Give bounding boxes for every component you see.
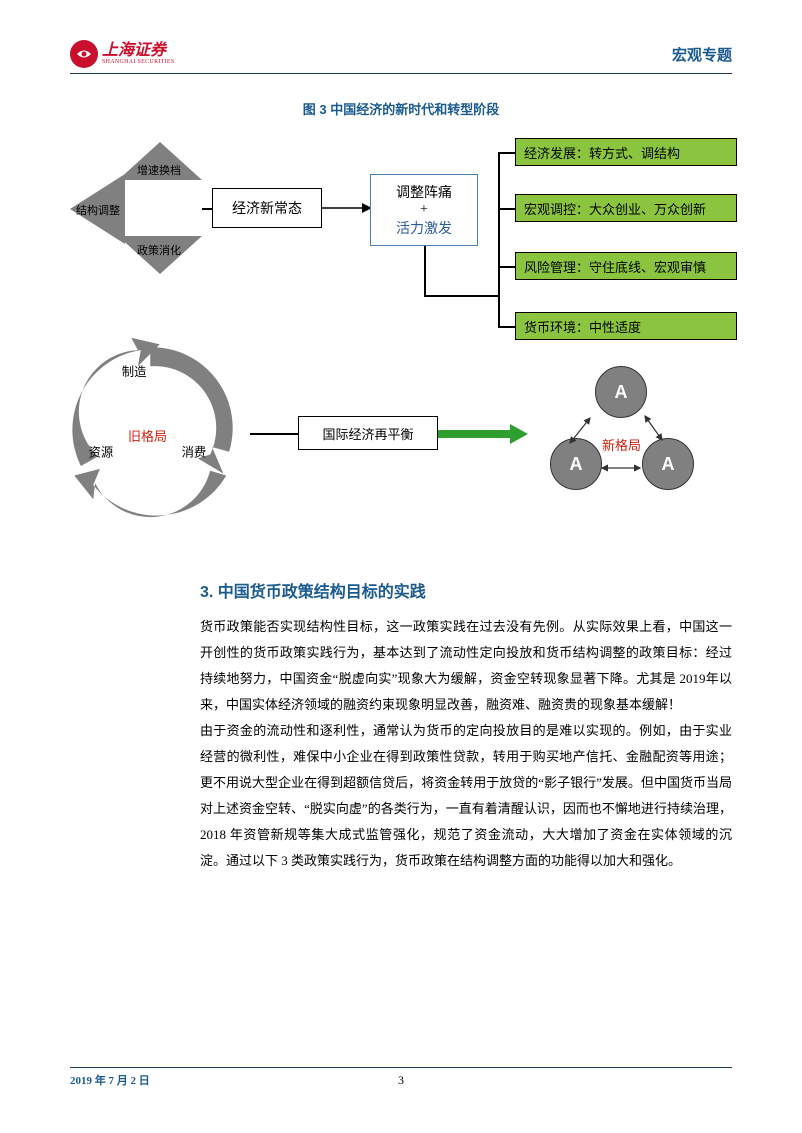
paragraph-2: 由于资金的流动性和逐利性，通常认为货币的定向投放目的是难以实现的。例如，由于实业… bbox=[200, 718, 732, 874]
connector-v bbox=[424, 246, 426, 296]
paragraph-1: 货币政策能否实现结构性目标，这一政策实践在过去没有先例。从实际效果上看，中国这一… bbox=[200, 614, 732, 718]
box-adjust-l2: 活力激发 bbox=[396, 218, 452, 238]
box-adjust-l1: 调整阵痛 bbox=[396, 182, 452, 202]
bi-arrows bbox=[530, 358, 730, 508]
box-adjust: 调整阵痛 + 活力激发 bbox=[370, 174, 478, 246]
logo-en-text: SHANGHAI SECURITIES bbox=[102, 59, 175, 65]
logo: 上海证券 SHANGHAI SECURITIES bbox=[70, 40, 175, 68]
green-box-0-text: 经济发展：转方式、调结构 bbox=[524, 143, 680, 162]
box-intl-text: 国际经济再平衡 bbox=[322, 424, 413, 443]
bracket-h3 bbox=[498, 326, 516, 328]
connector-cycle bbox=[250, 433, 300, 435]
box-adjust-plus: + bbox=[420, 202, 428, 218]
green-arrow-icon bbox=[438, 424, 528, 444]
green-box-2-text: 风险管理：守住底线、宏观审慎 bbox=[524, 257, 706, 276]
connector-h2 bbox=[424, 295, 499, 297]
triangle-bottom-label: 政策消化 bbox=[137, 242, 181, 258]
arrow-right bbox=[322, 198, 372, 218]
body-text: 货币政策能否实现结构性目标，这一政策实践在过去没有先例。从实际效果上看，中国这一… bbox=[200, 614, 732, 874]
header-category: 宏观专题 bbox=[672, 44, 732, 65]
cycle-center-label: 旧格局 bbox=[128, 426, 167, 445]
section-heading: 3. 中国货币政策结构目标的实践 bbox=[200, 578, 732, 602]
cycle-label-2: 资源 bbox=[89, 446, 114, 460]
bracket-h2 bbox=[498, 266, 516, 268]
box-economy-normal-text: 经济新常态 bbox=[232, 198, 302, 218]
green-box-3: 货币环境：中性适度 bbox=[515, 312, 737, 340]
bracket-v bbox=[498, 152, 500, 327]
triangle-left-label: 结构调整 bbox=[76, 202, 120, 218]
green-box-1-text: 宏观调控：大众创业、万众创新 bbox=[524, 199, 706, 218]
cycle-label-1: 消费 bbox=[182, 446, 207, 460]
triangle-top-label: 增速换档 bbox=[137, 162, 181, 178]
bracket-h1 bbox=[498, 208, 516, 210]
figure-caption: 图 3 中国经济的新时代和转型阶段 bbox=[70, 99, 732, 118]
box-economy-normal: 经济新常态 bbox=[212, 188, 322, 228]
green-box-3-text: 货币环境：中性适度 bbox=[524, 317, 641, 336]
cycle-label-0: 制造 bbox=[122, 365, 147, 379]
green-box-0: 经济发展：转方式、调结构 bbox=[515, 138, 737, 166]
figure-diagram: 增速换档 结构调整 政策消化 经济新常态 调整阵痛 + 活力激发 经济发展：转方… bbox=[50, 138, 750, 548]
logo-cn-text: 上海证券 bbox=[102, 43, 175, 59]
footer-divider bbox=[70, 1067, 732, 1068]
bracket-h0 bbox=[498, 152, 516, 154]
footer-date: 2019 年 7 月 2 日 bbox=[70, 1072, 150, 1088]
green-box-2: 风险管理：守住底线、宏观审慎 bbox=[515, 252, 737, 280]
logo-icon bbox=[70, 40, 98, 68]
footer-page-number: 3 bbox=[398, 1073, 404, 1088]
green-box-1: 宏观调控：大众创业、万众创新 bbox=[515, 194, 737, 222]
box-intl: 国际经济再平衡 bbox=[298, 416, 438, 450]
